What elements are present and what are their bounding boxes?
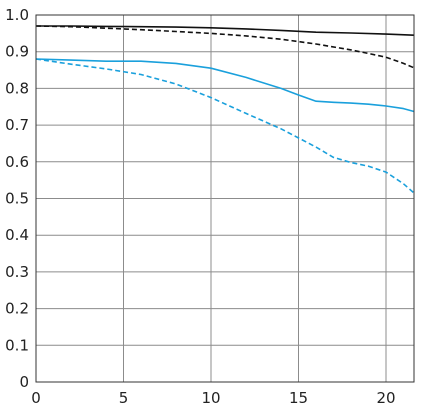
y-tick-label: 0.3 [5, 263, 29, 281]
x-tick-label: 10 [201, 389, 220, 407]
y-axis-ticks: 0 0.1 0.2 0.3 0.4 0.5 0.6 0.7 0.8 0.9 1.0 [5, 6, 29, 391]
x-tick-label: 20 [376, 389, 395, 407]
series-line-3 [35, 58, 415, 194]
y-tick-label: 1.0 [5, 6, 29, 24]
y-tick-label: 0.7 [5, 116, 29, 134]
y-tick-label: 0 [19, 373, 29, 391]
y-tick-label: 0.5 [5, 190, 29, 208]
x-tick-label: 15 [289, 389, 308, 407]
series-line-0 [36, 25, 415, 36]
series-layer [35, 25, 415, 194]
y-tick-label: 0.2 [5, 300, 29, 318]
x-axis-ticks: 0 5 10 15 20 [31, 389, 395, 407]
grid [35, 14, 414, 383]
series-line-1 [35, 25, 415, 69]
y-tick-label: 0.6 [5, 153, 29, 171]
x-tick-label: 5 [119, 389, 129, 407]
y-tick-label: 0.1 [5, 336, 29, 354]
y-tick-label: 0.4 [5, 226, 29, 244]
x-tick-label: 0 [31, 389, 41, 407]
y-tick-label: 0.9 [5, 43, 29, 61]
y-tick-label: 0.8 [5, 79, 29, 97]
series-line-2 [35, 58, 415, 113]
plot-frame [35, 14, 415, 383]
